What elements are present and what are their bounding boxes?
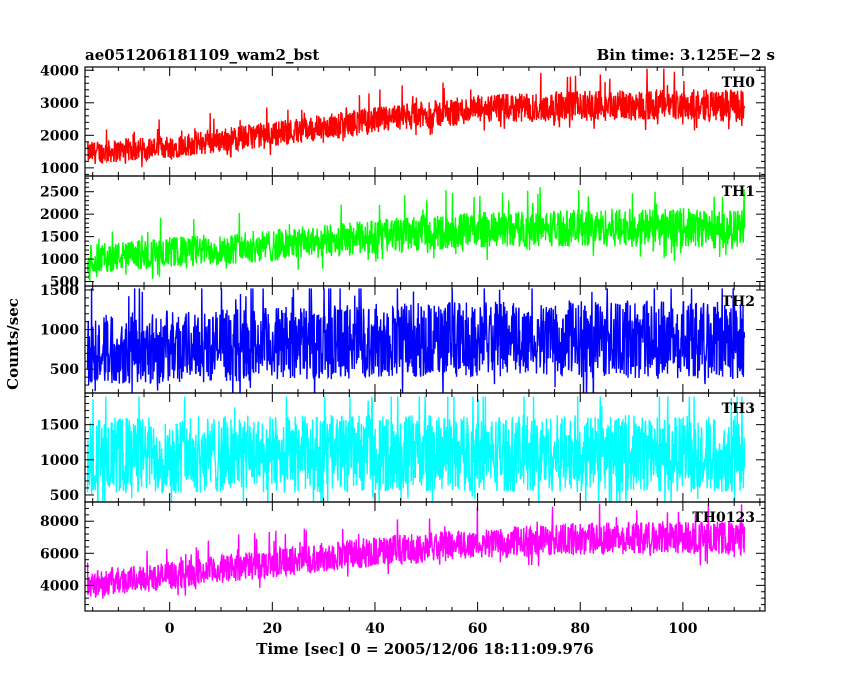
- x-tick-label: 60: [468, 621, 488, 637]
- series-line-th0123: [86, 503, 746, 599]
- channel-label-th0123: TH0123: [692, 510, 755, 526]
- y-tick-label: 2000: [40, 128, 79, 144]
- y-tick-label: 500: [50, 362, 79, 378]
- panel-frame: [84, 501, 766, 612]
- channel-label-th3: TH3: [722, 401, 755, 417]
- series-line-th3: [86, 396, 746, 502]
- y-tick-label: 8000: [40, 514, 79, 530]
- x-tick-label: 100: [668, 621, 697, 637]
- y-tick-label: 500: [50, 275, 79, 291]
- y-tick-label: 4000: [40, 63, 79, 79]
- y-tick-label: 1000: [40, 161, 79, 177]
- channel-label-th1: TH1: [722, 184, 755, 200]
- x-axis-label: Time [sec] 0 = 2005/12/06 18:11:09.976: [256, 640, 593, 658]
- panel-th0123: 4000 6000 8000 TH0123: [40, 501, 766, 612]
- y-tick-label: 1500: [40, 230, 79, 246]
- x-tick-label: 80: [571, 621, 591, 637]
- y-tick-label: 1000: [40, 323, 79, 339]
- y-axis-label: Counts/sec: [4, 298, 22, 390]
- panel-th1: 500 1000 1500 2000 2500 TH1: [40, 175, 766, 291]
- series-line-th0: [86, 68, 746, 168]
- y-tick-label: 1000: [40, 252, 79, 268]
- y-tick-label: 500: [50, 488, 79, 504]
- channel-label-th2: TH2: [722, 294, 755, 310]
- y-tick-label: 2500: [40, 185, 79, 201]
- bin-time-label: Bin time: 3.125E−2 s: [597, 46, 775, 64]
- y-tick-label: 3000: [40, 96, 79, 112]
- observation-id-title: ae051206181109_wam2_bst: [85, 46, 319, 64]
- panel-th2: 500 1000 1500 TH2: [40, 283, 766, 394]
- y-tick-label: 1500: [40, 283, 79, 299]
- series-line-th2: [86, 288, 746, 393]
- channel-label-th0: TH0: [722, 75, 756, 91]
- y-tick-label: 1000: [40, 453, 79, 469]
- y-tick-label: 2000: [40, 207, 79, 223]
- y-tick-label: 4000: [40, 578, 79, 594]
- y-tick-label: 1500: [40, 418, 79, 434]
- panel-th0: 1000 2000 3000 4000 TH0: [40, 63, 766, 177]
- y-tick-label: 6000: [40, 546, 79, 562]
- series-line-th1: [86, 187, 746, 283]
- x-tick-label: 0: [165, 621, 175, 637]
- x-tick-label: 20: [263, 621, 283, 637]
- panel-th3: 500 1000 1500 TH3: [40, 392, 766, 504]
- x-tick-label: 40: [365, 621, 385, 637]
